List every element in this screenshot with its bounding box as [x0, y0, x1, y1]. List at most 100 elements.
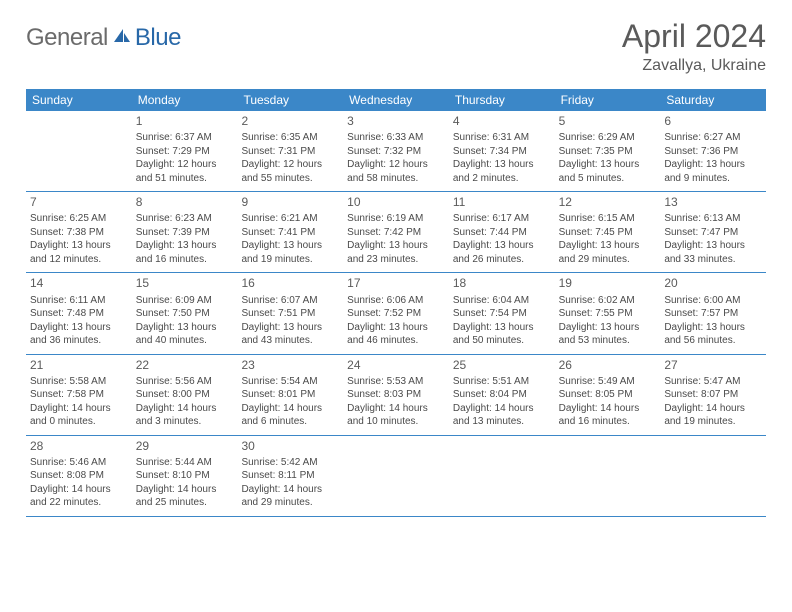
sunrise-text: Sunrise: 5:53 AM [347, 375, 445, 389]
calendar-cell: 21Sunrise: 5:58 AMSunset: 7:58 PMDayligh… [26, 355, 132, 435]
sunset-text: Sunset: 8:01 PM [241, 388, 339, 402]
sunset-text: Sunset: 7:38 PM [30, 226, 128, 240]
weekday-header: Wednesday [343, 89, 449, 111]
title-block: April 2024 Zavallya, Ukraine [622, 18, 766, 75]
calendar-cell: 26Sunrise: 5:49 AMSunset: 8:05 PMDayligh… [555, 355, 661, 435]
calendar-cell: 23Sunrise: 5:54 AMSunset: 8:01 PMDayligh… [237, 355, 343, 435]
daylight-text: Daylight: 13 hours and 26 minutes. [453, 239, 551, 266]
sunrise-text: Sunrise: 6:06 AM [347, 294, 445, 308]
sunset-text: Sunset: 7:51 PM [241, 307, 339, 321]
daylight-text: Daylight: 14 hours and 29 minutes. [241, 483, 339, 510]
sunrise-text: Sunrise: 6:21 AM [241, 212, 339, 226]
sunrise-text: Sunrise: 6:29 AM [559, 131, 657, 145]
weekday-header: Friday [555, 89, 661, 111]
day-number: 5 [559, 113, 657, 129]
day-number: 12 [559, 194, 657, 210]
sunrise-text: Sunrise: 5:51 AM [453, 375, 551, 389]
calendar-cell: 12Sunrise: 6:15 AMSunset: 7:45 PMDayligh… [555, 192, 661, 272]
day-number: 29 [136, 438, 234, 454]
daylight-text: Daylight: 14 hours and 3 minutes. [136, 402, 234, 429]
calendar-body: 1Sunrise: 6:37 AMSunset: 7:29 PMDaylight… [26, 111, 766, 517]
calendar-cell: 24 Sunrise: 5:53 AMSunset: 8:03 PMDayligh… [343, 355, 449, 435]
sunrise-text: Sunrise: 5:42 AM [241, 456, 339, 470]
sunset-text: Sunset: 7:55 PM [559, 307, 657, 321]
logo-text-part2: Blue [135, 24, 181, 52]
calendar-cell: 1Sunrise: 6:37 AMSunset: 7:29 PMDaylight… [132, 111, 238, 191]
day-number: 3 [347, 113, 445, 129]
weekday-header: Thursday [449, 89, 555, 111]
sunset-text: Sunset: 7:42 PM [347, 226, 445, 240]
calendar-cell [555, 436, 661, 516]
sunrise-text: Sunrise: 6:00 AM [664, 294, 762, 308]
daylight-text: Daylight: 13 hours and 12 minutes. [30, 239, 128, 266]
sunset-text: Sunset: 8:03 PM [347, 388, 445, 402]
sunrise-text: Sunrise: 5:46 AM [30, 456, 128, 470]
calendar-cell: 8Sunrise: 6:23 AMSunset: 7:39 PMDaylight… [132, 192, 238, 272]
daylight-text: Daylight: 12 hours and 51 minutes. [136, 158, 234, 185]
daylight-text: Daylight: 14 hours and 16 minutes. [559, 402, 657, 429]
sunrise-text: Sunrise: 6:33 AM [347, 131, 445, 145]
sunrise-text: Sunrise: 5:44 AM [136, 456, 234, 470]
daylight-text: Daylight: 13 hours and 56 minutes. [664, 321, 762, 348]
sunrise-text: Sunrise: 5:56 AM [136, 375, 234, 389]
daylight-text: Daylight: 13 hours and 43 minutes. [241, 321, 339, 348]
logo-sail-icon [113, 27, 131, 50]
day-number: 24 [347, 357, 445, 373]
day-number: 27 [664, 357, 762, 373]
calendar-row: 1Sunrise: 6:37 AMSunset: 7:29 PMDaylight… [26, 111, 766, 192]
daylight-text: Daylight: 13 hours and 16 minutes. [136, 239, 234, 266]
calendar-cell: 25Sunrise: 5:51 AMSunset: 8:04 PMDayligh… [449, 355, 555, 435]
sunset-text: Sunset: 7:44 PM [453, 226, 551, 240]
daylight-text: Daylight: 12 hours and 58 minutes. [347, 158, 445, 185]
weekday-header: Sunday [26, 89, 132, 111]
logo: General Blue [26, 18, 181, 52]
day-number: 9 [241, 194, 339, 210]
sunset-text: Sunset: 8:05 PM [559, 388, 657, 402]
day-number: 15 [136, 275, 234, 291]
location-label: Zavallya, Ukraine [622, 57, 766, 75]
sunrise-text: Sunrise: 6:35 AM [241, 131, 339, 145]
daylight-text: Daylight: 14 hours and 10 minutes. [347, 402, 445, 429]
calendar-cell [343, 436, 449, 516]
day-number: 11 [453, 194, 551, 210]
month-title: April 2024 [622, 18, 766, 55]
day-number: 18 [453, 275, 551, 291]
sunset-text: Sunset: 7:41 PM [241, 226, 339, 240]
calendar-grid: Sunday Monday Tuesday Wednesday Thursday… [26, 89, 766, 517]
sunrise-text: Sunrise: 6:07 AM [241, 294, 339, 308]
sunrise-text: Sunrise: 5:47 AM [664, 375, 762, 389]
calendar-cell: 30Sunrise: 5:42 AMSunset: 8:11 PMDayligh… [237, 436, 343, 516]
calendar-cell: 3 Sunrise: 6:33 AMSunset: 7:32 PMDaylight… [343, 111, 449, 191]
daylight-text: Daylight: 14 hours and 0 minutes. [30, 402, 128, 429]
calendar-cell: 22Sunrise: 5:56 AMSunset: 8:00 PMDayligh… [132, 355, 238, 435]
sunset-text: Sunset: 8:11 PM [241, 469, 339, 483]
sunset-text: Sunset: 7:32 PM [347, 145, 445, 159]
calendar-cell: 13Sunrise: 6:13 AMSunset: 7:47 PMDayligh… [660, 192, 766, 272]
calendar-cell: 5Sunrise: 6:29 AMSunset: 7:35 PMDaylight… [555, 111, 661, 191]
calendar-row: 14Sunrise: 6:11 AMSunset: 7:48 PMDayligh… [26, 273, 766, 354]
calendar-cell: 19Sunrise: 6:02 AMSunset: 7:55 PMDayligh… [555, 273, 661, 353]
daylight-text: Daylight: 13 hours and 19 minutes. [241, 239, 339, 266]
weekday-header-row: Sunday Monday Tuesday Wednesday Thursday… [26, 89, 766, 111]
daylight-text: Daylight: 14 hours and 25 minutes. [136, 483, 234, 510]
sunset-text: Sunset: 8:04 PM [453, 388, 551, 402]
sunrise-text: Sunrise: 6:27 AM [664, 131, 762, 145]
sunrise-text: Sunrise: 5:49 AM [559, 375, 657, 389]
calendar-cell: 20Sunrise: 6:00 AMSunset: 7:57 PMDayligh… [660, 273, 766, 353]
sunset-text: Sunset: 7:31 PM [241, 145, 339, 159]
day-number: 2 [241, 113, 339, 129]
daylight-text: Daylight: 13 hours and 9 minutes. [664, 158, 762, 185]
calendar-page: General Blue April 2024 Zavallya, Ukrain… [0, 0, 792, 517]
daylight-text: Daylight: 14 hours and 19 minutes. [664, 402, 762, 429]
sunrise-text: Sunrise: 6:13 AM [664, 212, 762, 226]
daylight-text: Daylight: 13 hours and 5 minutes. [559, 158, 657, 185]
sunrise-text: Sunrise: 6:04 AM [453, 294, 551, 308]
sunset-text: Sunset: 7:45 PM [559, 226, 657, 240]
weekday-header: Tuesday [237, 89, 343, 111]
calendar-cell [660, 436, 766, 516]
day-number: 1 [136, 113, 234, 129]
page-header: General Blue April 2024 Zavallya, Ukrain… [26, 18, 766, 75]
day-number: 21 [30, 357, 128, 373]
sunset-text: Sunset: 7:34 PM [453, 145, 551, 159]
day-number: 20 [664, 275, 762, 291]
